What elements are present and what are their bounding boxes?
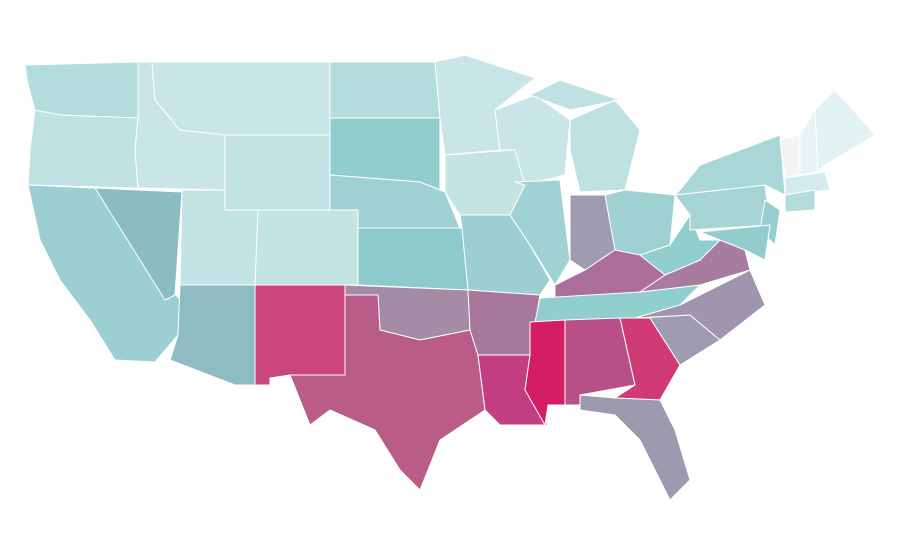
state-region bbox=[151, 61, 331, 136]
state-region bbox=[579, 394, 691, 501]
state-region bbox=[357, 227, 469, 291]
state-region bbox=[639, 214, 721, 276]
state-region bbox=[699, 224, 771, 261]
state-region bbox=[784, 189, 816, 213]
state-region bbox=[289, 294, 486, 491]
state-region bbox=[674, 134, 786, 196]
state-region bbox=[27, 109, 139, 189]
state-region bbox=[24, 61, 139, 119]
state-region bbox=[224, 134, 331, 211]
state-region bbox=[784, 171, 831, 196]
state-region bbox=[329, 61, 441, 119]
state-region bbox=[94, 187, 183, 301]
state-region bbox=[604, 189, 676, 256]
state-region bbox=[467, 289, 541, 356]
state-region bbox=[169, 284, 256, 386]
state-region bbox=[254, 209, 359, 286]
state-region bbox=[444, 149, 526, 216]
state-region bbox=[814, 89, 876, 173]
state-region bbox=[254, 284, 346, 386]
state-region bbox=[509, 179, 571, 286]
